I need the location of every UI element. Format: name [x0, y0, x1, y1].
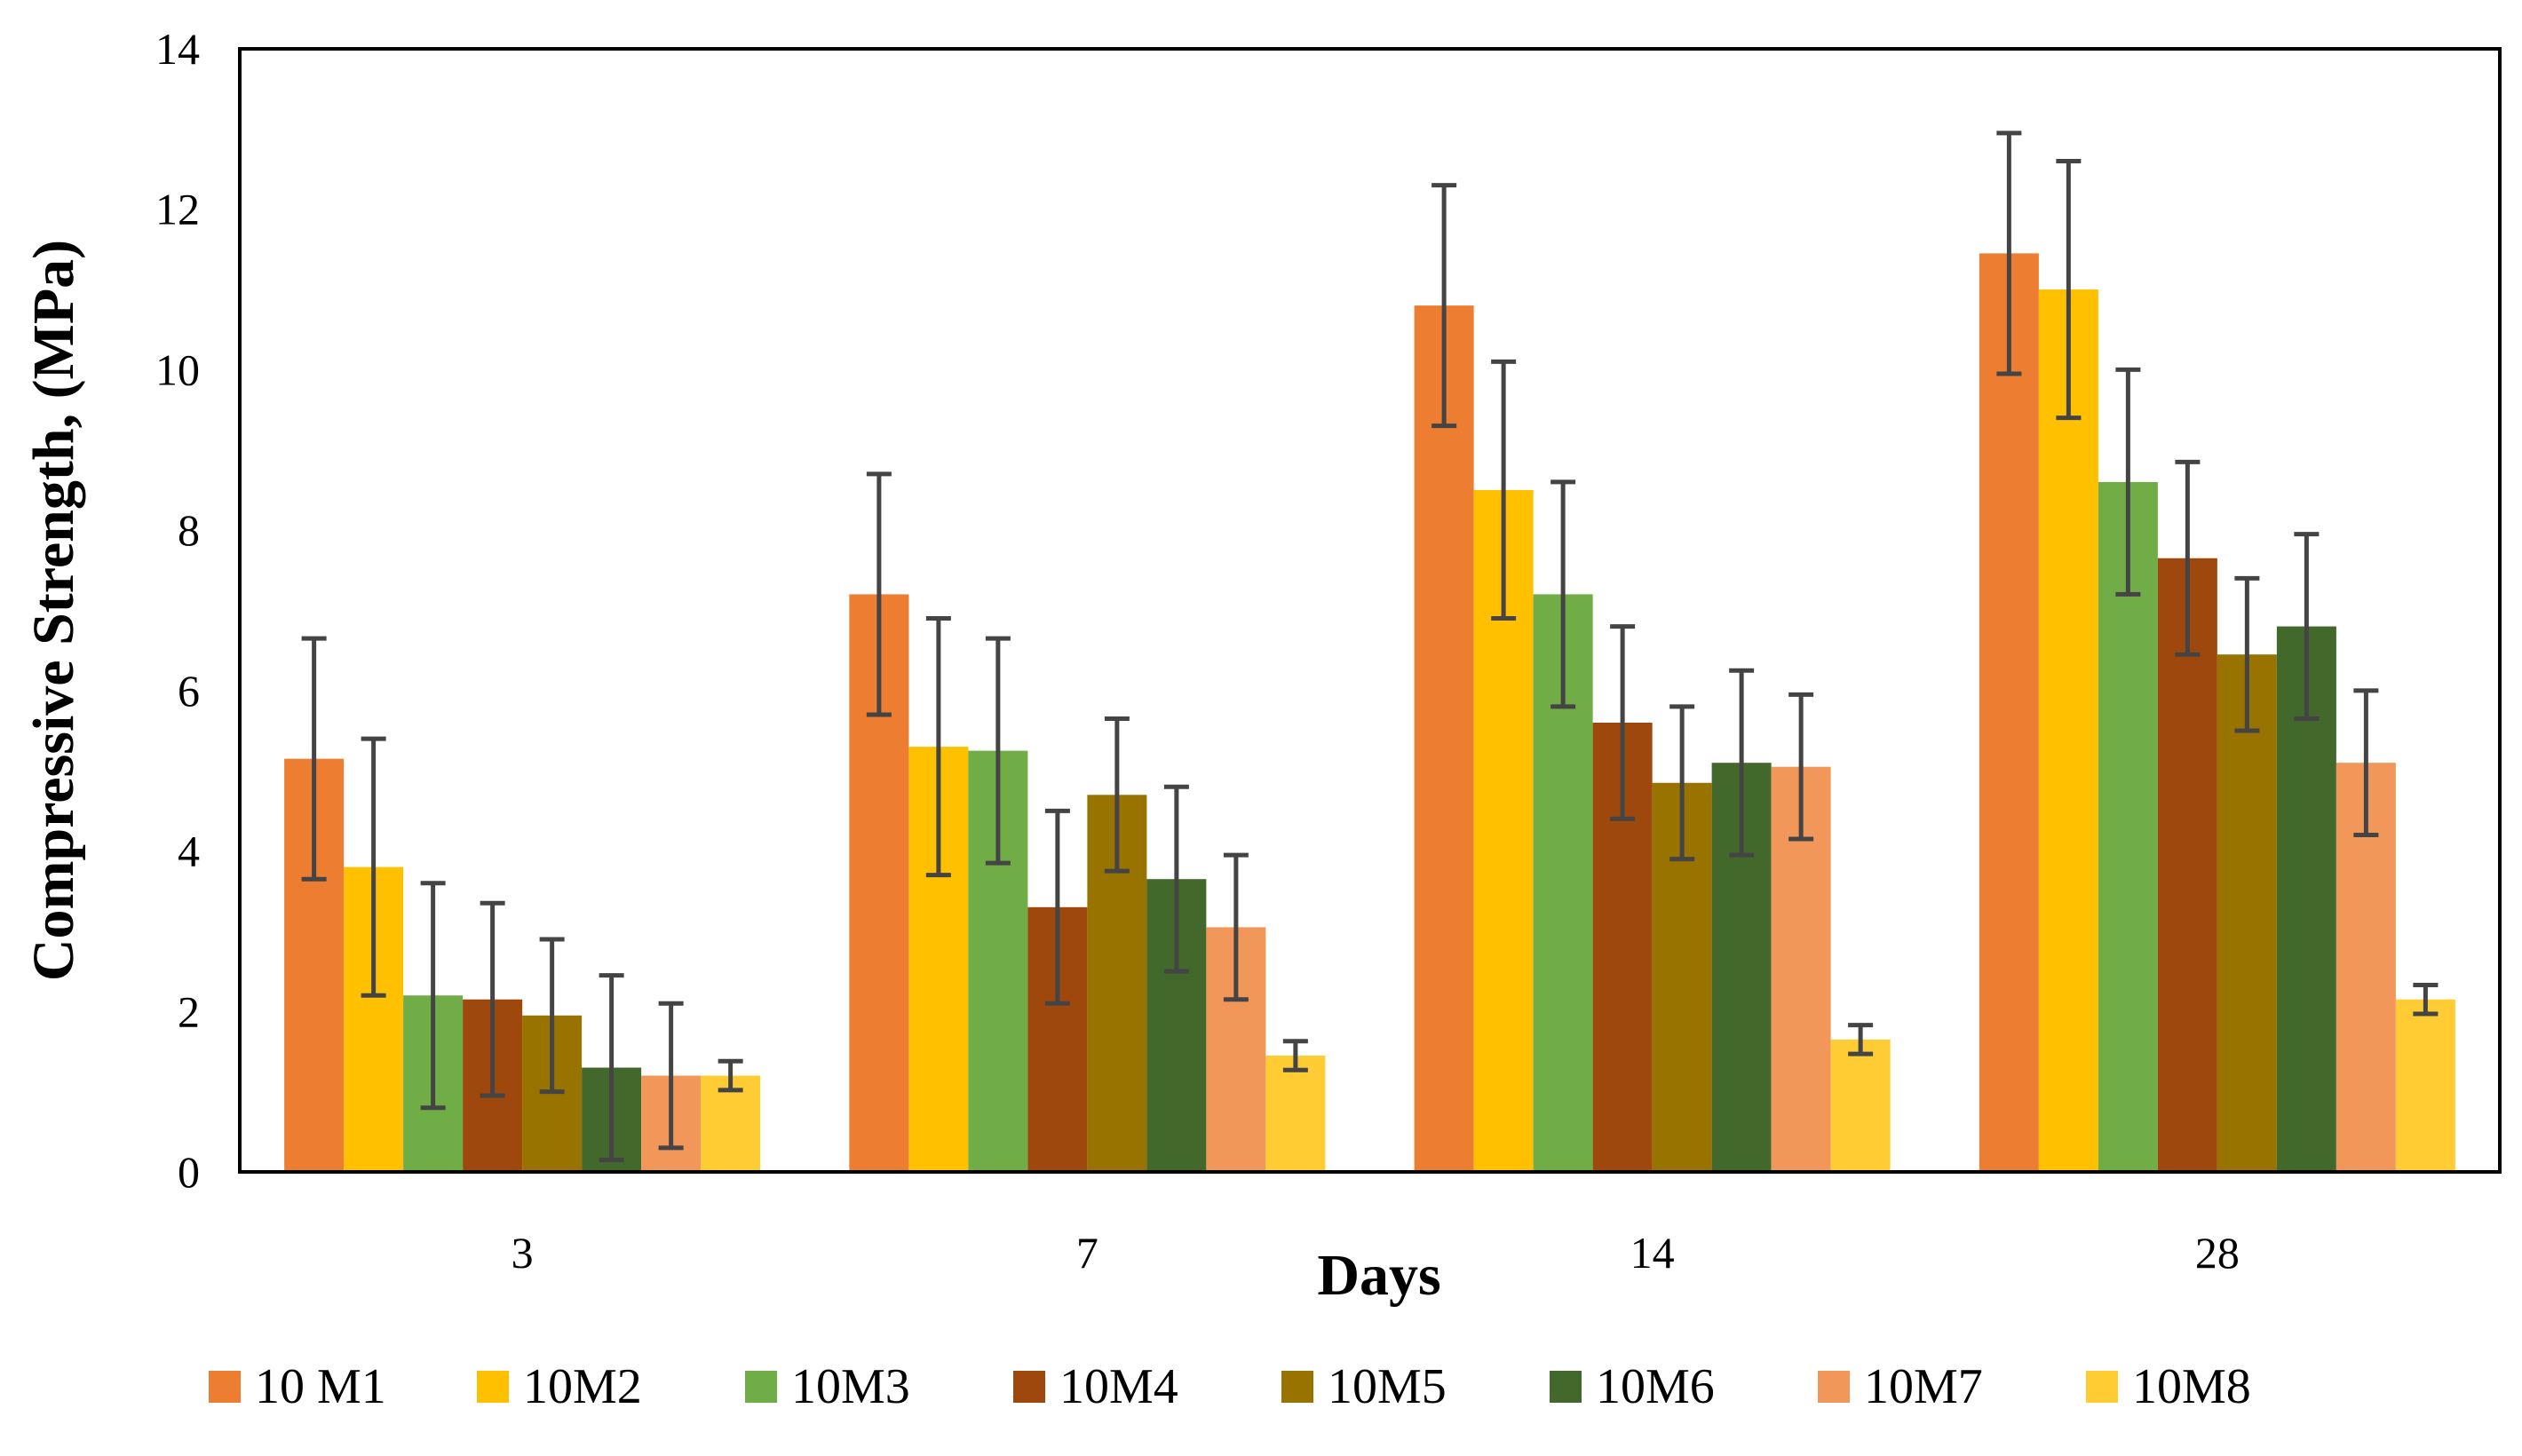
error-bar [1282, 1039, 1308, 1072]
x-axis-ticks: 3 7 14 28 [512, 1228, 2240, 1278]
y-tick-label: 12 [155, 185, 200, 234]
x-tick-label: 14 [1630, 1228, 1675, 1278]
legend-swatch [477, 1371, 509, 1403]
bar-10m1-day-14 [1414, 305, 1474, 1173]
error-bar [2234, 575, 2260, 733]
error-bar [1104, 716, 1130, 874]
error-bar [361, 736, 386, 998]
error-bar [1610, 624, 1636, 821]
error-bar [1848, 1023, 1874, 1056]
legend-item: 10M7 [1818, 1359, 1983, 1414]
bar-10m3-day-28 [2098, 481, 2158, 1172]
legend-item: 10M3 [745, 1359, 910, 1414]
x-tick-label: 7 [1076, 1228, 1098, 1278]
error-bar [2413, 982, 2439, 1017]
bar-10m5-day-28 [2217, 654, 2277, 1172]
legend-label: 10M2 [523, 1359, 642, 1414]
error-bar [2353, 688, 2379, 837]
legend-item: 10M6 [1550, 1359, 1715, 1414]
error-bar [925, 616, 951, 878]
error-bar [1223, 852, 1249, 1002]
error-bar [2294, 532, 2320, 721]
y-tick-label: 6 [178, 666, 200, 716]
y-tick-label: 8 [178, 505, 200, 555]
x-tick-label: 28 [2195, 1228, 2240, 1278]
bar-10m8-day-14 [1830, 1039, 1891, 1172]
error-bar [1729, 668, 1755, 858]
bar-10m8-day-7 [1265, 1055, 1326, 1172]
legend-swatch [1281, 1371, 1313, 1403]
legend-swatch [745, 1371, 777, 1403]
x-tick-label: 3 [512, 1228, 534, 1278]
bar-10m2-day-28 [2038, 289, 2098, 1173]
bars-layer [284, 253, 2455, 1173]
error-bar [1788, 692, 1814, 842]
error-bars-layer [301, 131, 2439, 1162]
error-bar [2175, 459, 2201, 657]
y-axis-ticks: 0 2 4 6 8 10 12 14 [155, 24, 200, 1197]
legend-label: 10M5 [1328, 1359, 1447, 1414]
legend-item: 10M4 [1013, 1359, 1178, 1414]
error-bar [985, 636, 1011, 866]
legend-swatch [2086, 1371, 2118, 1403]
x-axis-title: Days [1317, 1243, 1440, 1308]
y-tick-label: 4 [178, 827, 200, 876]
legend-label: 10M7 [1864, 1359, 1983, 1414]
legend-item: 10M5 [1281, 1359, 1447, 1414]
error-bar [301, 636, 327, 882]
legend: 10 M1 10M2 10M3 10M4 10M5 10M6 10M7 10M8 [209, 1359, 2251, 1414]
bar-10m4-day-28 [2157, 558, 2217, 1172]
y-tick-label: 14 [155, 24, 200, 74]
bar-10m1-day-28 [1979, 253, 2039, 1173]
legend-label: 10 M1 [255, 1359, 386, 1414]
error-bar [1163, 784, 1189, 974]
legend-swatch [209, 1371, 241, 1403]
y-axis-title: Compressive Strength, (MPa) [21, 240, 86, 981]
error-bar [2115, 367, 2141, 597]
error-bar [658, 1001, 684, 1151]
y-tick-label: 2 [178, 986, 200, 1036]
plot-area-frame [238, 47, 2502, 1174]
error-bar [420, 881, 446, 1111]
error-bar [539, 937, 565, 1095]
y-tick-label: 10 [155, 344, 200, 394]
legend-swatch [1818, 1371, 1850, 1403]
legend-item: 10 M1 [209, 1359, 386, 1414]
y-tick-label: 0 [178, 1147, 200, 1197]
error-bar [599, 973, 624, 1162]
legend-item: 10M2 [477, 1359, 642, 1414]
error-bar [1432, 183, 1457, 429]
error-bar [866, 471, 892, 717]
error-bar [1550, 479, 1576, 709]
error-bar [1491, 359, 1517, 621]
legend-label: 10M6 [1596, 1359, 1715, 1414]
legend-swatch [1550, 1371, 1582, 1403]
legend-swatch [1013, 1371, 1045, 1403]
legend-label: 10M4 [1059, 1359, 1178, 1414]
legend-item: 10M8 [2086, 1359, 2251, 1414]
error-bar [1996, 131, 2022, 376]
error-bar [2056, 159, 2082, 421]
error-bar [1044, 808, 1070, 1006]
error-bar [1669, 704, 1695, 862]
error-bar [480, 900, 505, 1098]
legend-label: 10M8 [2132, 1359, 2251, 1414]
bar-10m8-day-28 [2395, 999, 2455, 1172]
legend-label: 10M3 [791, 1359, 910, 1414]
error-bar [718, 1058, 743, 1093]
